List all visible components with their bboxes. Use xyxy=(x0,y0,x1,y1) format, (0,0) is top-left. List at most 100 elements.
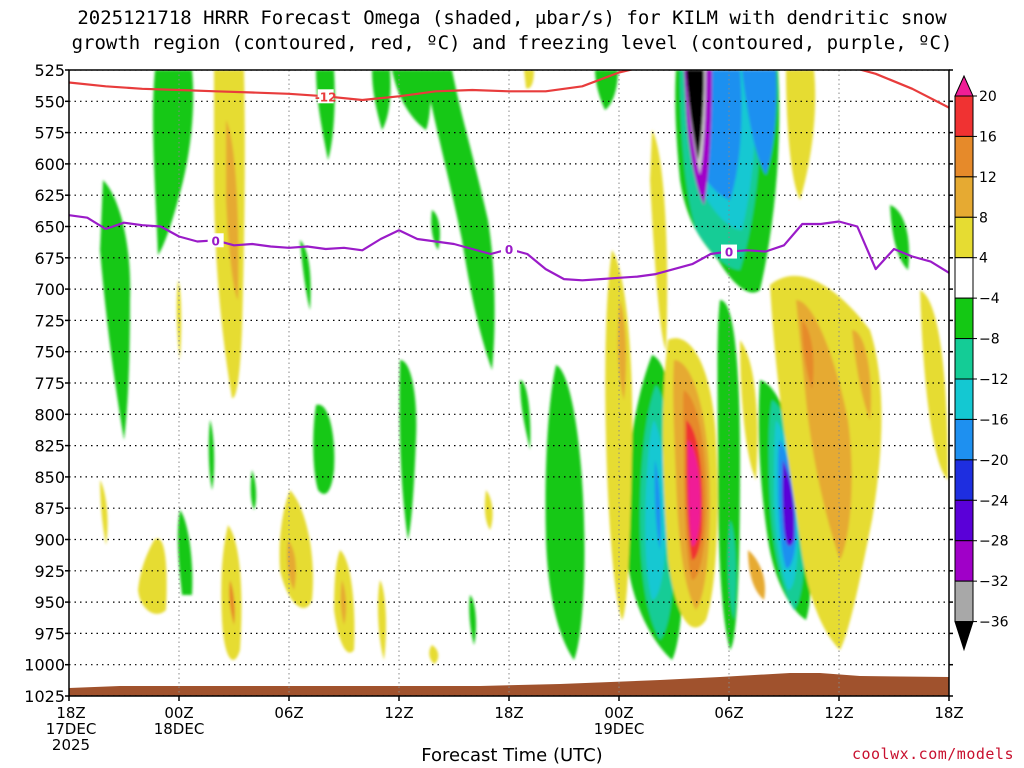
x-tick-label: 18Z xyxy=(934,704,963,722)
x-tick-label: 06Z xyxy=(274,704,303,722)
omega-region xyxy=(484,490,493,530)
x-tick-label: 00Z xyxy=(164,704,193,722)
y-tick-label: 850 xyxy=(34,468,65,487)
omega-region xyxy=(229,580,235,625)
y-tick-label: 625 xyxy=(34,186,65,205)
x-tick-label: 2025 xyxy=(52,736,90,754)
y-tick-label: 725 xyxy=(34,311,65,330)
y-axis: 525 550 575 600 625 650 675 700 725 750 775 800 825 8… xyxy=(24,61,953,706)
colorbar-tick-label: −20 xyxy=(979,453,1009,469)
omega-region xyxy=(429,645,439,664)
colorbar: 20 16 12 8 4 −4 −8 −12 −16 −20 −24 −28 −32 −36 xyxy=(954,74,1009,652)
freezing-level-label: 0 xyxy=(211,234,219,248)
omega-region xyxy=(545,365,585,660)
dgz-contour-label: -12 xyxy=(315,90,337,104)
omega-region xyxy=(617,300,627,400)
omega-region xyxy=(100,180,131,440)
y-tick-label: 675 xyxy=(34,249,65,268)
y-tick-label: 950 xyxy=(34,593,65,612)
colorbar-swatch xyxy=(954,418,974,461)
colorbar-swatch xyxy=(954,580,974,623)
colorbar-top-triangle xyxy=(954,74,974,97)
contours: 0 0 0 -12 xyxy=(69,70,949,282)
x-tick-label: 18Z xyxy=(494,704,523,722)
y-tick-label: 700 xyxy=(34,280,65,299)
colorbar-tick-label: 8 xyxy=(979,210,988,226)
omega-region xyxy=(786,70,816,200)
omega-region xyxy=(300,240,311,310)
omega-region xyxy=(520,380,531,450)
colorbar-tick-label: −32 xyxy=(979,574,1009,590)
freezing-level-label-bg xyxy=(721,244,737,259)
omega-region xyxy=(372,70,391,130)
colorbar-tick-label: −16 xyxy=(979,412,1009,428)
y-tick-label: 800 xyxy=(34,405,65,424)
y-tick-label: 1000 xyxy=(24,656,65,675)
omega-region xyxy=(740,340,758,480)
colorbar-swatch xyxy=(954,135,974,178)
colorbar-tick-label: 4 xyxy=(979,251,988,267)
omega-region xyxy=(524,70,534,89)
y-tick-label: 875 xyxy=(34,499,65,518)
omega-region xyxy=(100,480,108,545)
omega-region xyxy=(742,70,777,175)
omega-region xyxy=(138,538,167,614)
colorbar-bottom-triangle xyxy=(954,621,974,652)
grid-lines xyxy=(69,70,949,696)
colorbar-tick-label: −8 xyxy=(979,332,1000,348)
colorbar-tick-label: −24 xyxy=(979,493,1009,509)
x-tick-label: 19DEC xyxy=(594,720,645,738)
freezing-level-label-bg xyxy=(207,233,224,248)
y-tick-label: 600 xyxy=(34,155,65,174)
omega-region xyxy=(377,580,387,660)
x-tick-label: 12Z xyxy=(384,704,413,722)
x-tick-label: 18Z xyxy=(56,704,85,722)
x-axis-label: Forecast Time (UTC) xyxy=(421,745,603,766)
omega-region xyxy=(727,520,737,620)
x-tick-label: 06Z xyxy=(714,704,743,722)
x-tick-label: 12Z xyxy=(824,704,853,722)
x-tick-label: 17DEC xyxy=(46,720,97,738)
freezing-level-label: 0 xyxy=(725,246,733,260)
colorbar-swatch xyxy=(954,216,974,259)
colorbar-swatch xyxy=(954,459,974,501)
y-tick-label: 900 xyxy=(34,531,65,550)
freezing-level-label-bg xyxy=(501,242,517,257)
y-tick-label: 550 xyxy=(34,92,65,111)
colorbar-tick-label: 16 xyxy=(979,129,997,145)
y-tick-label: 1025 xyxy=(24,687,65,706)
colorbar-swatch xyxy=(954,297,974,340)
colorbar-tick-label: 20 xyxy=(979,89,997,105)
omega-region xyxy=(654,460,661,550)
omega-region xyxy=(153,70,194,255)
chart-title-line1: 2025121718 HRRR Forecast Omega (shaded, … xyxy=(77,7,947,29)
y-tick-label: 650 xyxy=(34,218,65,237)
x-tick-label: 18DEC xyxy=(154,720,205,738)
y-tick-label: 750 xyxy=(34,343,65,362)
omega-region xyxy=(802,320,814,390)
omega-region xyxy=(250,470,257,510)
y-tick-label: 925 xyxy=(34,562,65,581)
omega-region xyxy=(177,510,193,595)
omega-region xyxy=(469,595,477,645)
dgz-contour-label-bg xyxy=(317,89,334,104)
omega-region xyxy=(392,70,431,130)
colorbar-tick-label: 12 xyxy=(979,170,997,186)
colorbar-swatch xyxy=(954,257,974,299)
x-tick-label: 00Z xyxy=(604,704,633,722)
omega-region xyxy=(782,460,795,546)
omega-region xyxy=(399,360,417,540)
omega-region xyxy=(748,550,766,600)
colorbar-swatch xyxy=(954,338,974,380)
y-tick-label: 525 xyxy=(34,61,65,80)
y-tick-label: 825 xyxy=(34,437,65,456)
colorbar-tick-label: −12 xyxy=(979,372,1009,388)
colorbar-swatch xyxy=(954,378,974,420)
omega-region xyxy=(340,580,347,625)
omega-region xyxy=(650,130,668,350)
omega-region xyxy=(431,210,440,250)
omega-region xyxy=(208,420,215,490)
colorbar-swatch xyxy=(954,176,974,218)
